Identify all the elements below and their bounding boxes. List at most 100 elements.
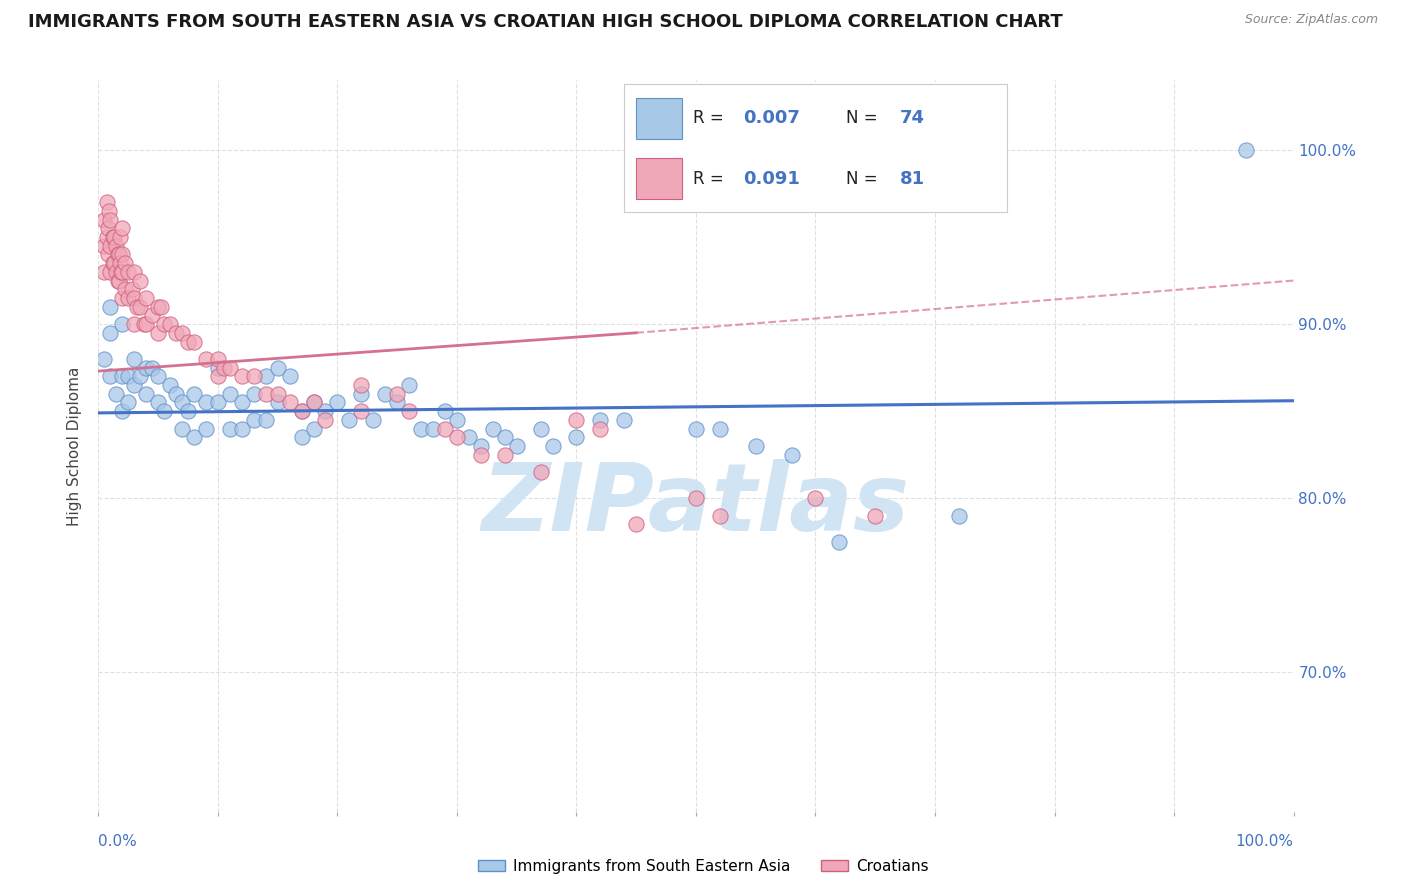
Text: 100.0%: 100.0% [1236,834,1294,849]
Point [219,386,242,401]
Point [291,404,314,418]
Point [98,265,122,279]
Point [165,386,187,401]
Point [124,291,146,305]
Point [98,238,122,252]
Point [709,508,731,523]
Point [626,517,648,532]
Point [93,351,115,366]
Point [121,282,143,296]
Text: IMMIGRANTS FROM SOUTH EASTERN ASIA VS CROATIAN HIGH SCHOOL DIPLOMA CORRELATION C: IMMIGRANTS FROM SOUTH EASTERN ASIA VS CR… [28,13,1063,31]
Point [278,395,301,409]
Point [159,317,181,331]
Point [685,491,707,506]
Point [398,378,420,392]
Point [212,360,235,375]
Point [422,421,444,435]
Point [148,326,170,340]
Point [111,247,134,261]
Point [446,413,468,427]
Point [254,413,277,427]
Point [124,378,146,392]
Point [207,369,229,384]
Point [148,300,170,314]
Point [254,386,277,401]
Point [172,395,194,409]
Point [117,291,139,305]
Point [183,334,205,349]
Point [107,274,129,288]
Point [411,421,433,435]
Point [231,369,253,384]
Point [141,309,163,323]
Point [458,430,481,444]
Point [231,421,253,435]
Point [105,265,128,279]
Point [149,300,172,314]
Point [98,326,122,340]
Point [105,386,128,401]
Legend: Immigrants from South Eastern Asia, Croatians: Immigrants from South Eastern Asia, Croa… [471,853,935,880]
Point [267,395,290,409]
Point [494,430,516,444]
Point [111,317,134,331]
Point [374,386,396,401]
Point [385,395,409,409]
Text: 0.0%: 0.0% [98,834,138,849]
Point [117,265,139,279]
Point [98,300,122,314]
Point [103,256,125,270]
Point [780,448,803,462]
Point [446,430,468,444]
Point [98,212,122,227]
Point [111,221,134,235]
Point [101,256,124,270]
Point [105,238,128,252]
Point [948,508,970,523]
Point [177,334,200,349]
Point [1234,143,1257,157]
Point [589,421,612,435]
Point [129,274,152,288]
Text: ZIPatlas: ZIPatlas [482,458,910,550]
Point [350,386,373,401]
Point [97,247,120,261]
Point [110,265,132,279]
Point [494,448,516,462]
Point [111,291,134,305]
Point [97,221,120,235]
Point [470,439,492,453]
Point [470,448,492,462]
Point [135,291,157,305]
Point [108,230,131,244]
Point [129,300,152,314]
Point [315,404,337,418]
Point [350,404,373,418]
Point [278,369,301,384]
Point [124,351,146,366]
Point [433,421,456,435]
Point [219,360,242,375]
Point [302,421,325,435]
Point [183,430,205,444]
Point [254,369,277,384]
Point [124,265,146,279]
Point [433,404,456,418]
Point [117,369,139,384]
Point [541,439,564,453]
Point [172,421,194,435]
Point [159,378,181,392]
Point [529,465,551,479]
Point [219,421,242,435]
Point [153,404,176,418]
Point [804,491,827,506]
Point [315,413,337,427]
Point [194,421,218,435]
Point [125,300,148,314]
Point [96,195,118,210]
Point [207,360,229,375]
Point [291,430,314,444]
Point [107,274,129,288]
Point [114,282,136,296]
Point [350,378,373,392]
